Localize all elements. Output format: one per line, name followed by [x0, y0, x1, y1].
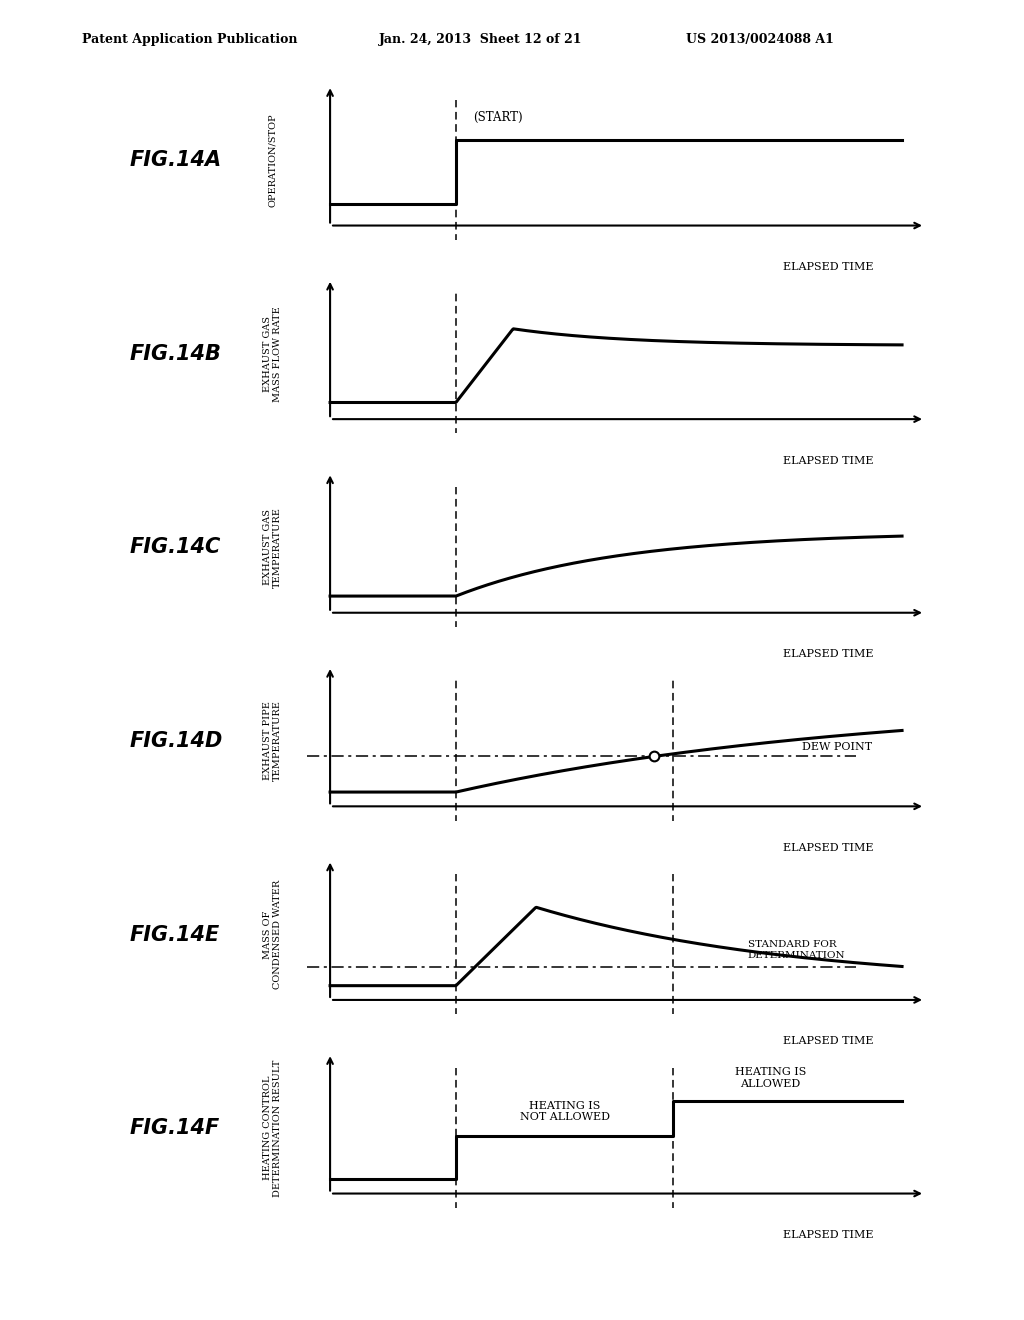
Text: ELAPSED TIME: ELAPSED TIME: [782, 843, 873, 853]
Text: EXHAUST GAS
MASS FLOW RATE: EXHAUST GAS MASS FLOW RATE: [262, 306, 282, 401]
Text: ELAPSED TIME: ELAPSED TIME: [782, 649, 873, 659]
Text: DEW POINT: DEW POINT: [802, 742, 872, 752]
Text: HEATING IS
ALLOWED: HEATING IS ALLOWED: [735, 1068, 806, 1089]
Text: (START): (START): [473, 111, 522, 124]
Text: HEATING CONTROL
DETERMINATION RESULT: HEATING CONTROL DETERMINATION RESULT: [262, 1060, 282, 1197]
Text: FIG.14D: FIG.14D: [129, 731, 223, 751]
Text: FIG.14F: FIG.14F: [129, 1118, 220, 1138]
Text: FIG.14A: FIG.14A: [129, 150, 221, 170]
Text: EXHAUST GAS
TEMPERATURE: EXHAUST GAS TEMPERATURE: [262, 507, 282, 587]
Text: Patent Application Publication: Patent Application Publication: [82, 33, 297, 46]
Text: ELAPSED TIME: ELAPSED TIME: [782, 263, 873, 272]
Text: EXHAUST PIPE
TEMPERATURE: EXHAUST PIPE TEMPERATURE: [262, 701, 282, 781]
Text: ELAPSED TIME: ELAPSED TIME: [782, 455, 873, 466]
Text: OPERATION/STOP: OPERATION/STOP: [268, 114, 276, 207]
Text: FIG.14B: FIG.14B: [129, 343, 221, 364]
Text: ELAPSED TIME: ELAPSED TIME: [782, 1036, 873, 1047]
Text: FIG.14E: FIG.14E: [129, 924, 220, 945]
Text: ELAPSED TIME: ELAPSED TIME: [782, 1230, 873, 1239]
Text: US 2013/0024088 A1: US 2013/0024088 A1: [686, 33, 834, 46]
Text: STANDARD FOR
DETERMINATION: STANDARD FOR DETERMINATION: [748, 940, 845, 960]
Text: FIG.14C: FIG.14C: [129, 537, 221, 557]
Text: Jan. 24, 2013  Sheet 12 of 21: Jan. 24, 2013 Sheet 12 of 21: [379, 33, 583, 46]
Text: HEATING IS
NOT ALLOWED: HEATING IS NOT ALLOWED: [519, 1101, 609, 1122]
Text: MASS OF
CONDENSED WATER: MASS OF CONDENSED WATER: [262, 880, 282, 989]
